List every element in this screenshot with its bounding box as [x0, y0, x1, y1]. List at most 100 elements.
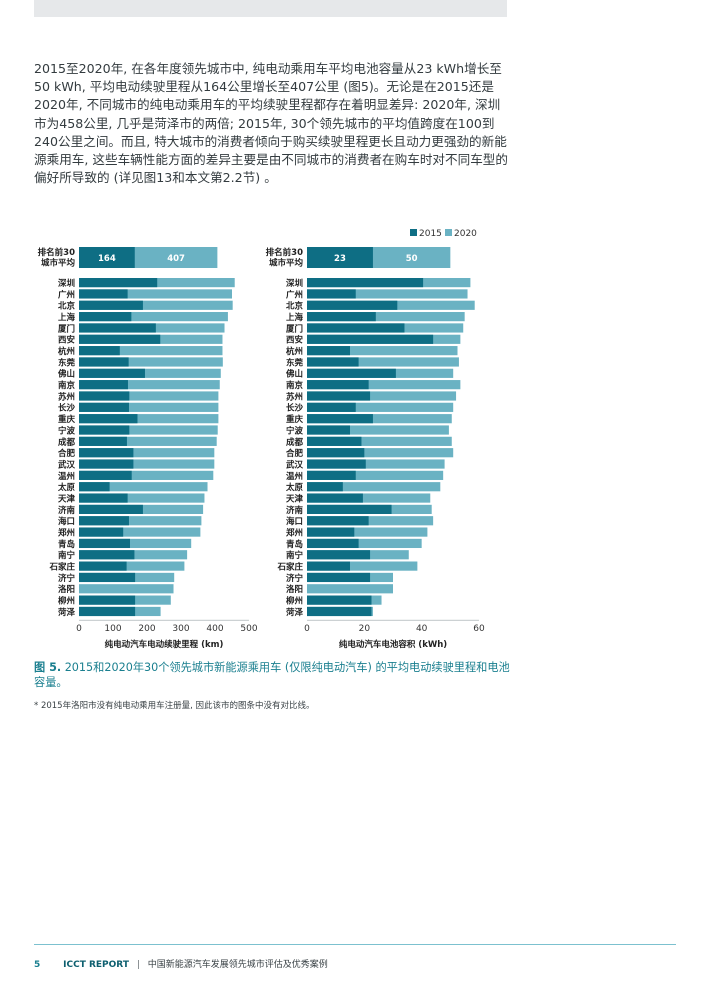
range-bar-2015: [79, 595, 136, 605]
battery-bar-2020: [307, 459, 445, 469]
range-bar-2020: [79, 527, 201, 537]
range-city-label: 佛山: [57, 369, 75, 380]
footnote: * 2015年洛阳市没有纯电动乘用车注册量, 因此该市的图条中没有对比线。: [34, 701, 315, 711]
battery-city-label: 佛山: [285, 369, 303, 380]
range-avg-label-2020: 407: [167, 254, 185, 264]
body-paragraph: 2015至2020年, 在各年度领先城市中, 纯电动乘用车平均电池容量从23 k…: [34, 61, 508, 186]
range-bar-2020: [79, 448, 215, 458]
range-bar-2020: [79, 402, 219, 412]
battery-city-label: 宁波: [286, 425, 304, 436]
range-city-label: 重庆: [58, 414, 76, 425]
battery-city-label: 南京: [286, 380, 304, 391]
report-title: 中国新能源汽车发展领先城市评估及优秀案例: [147, 960, 328, 970]
range-city-label: 济宁: [58, 573, 76, 584]
battery-bar-2020: [307, 482, 441, 492]
battery-city-label: 武汉: [286, 459, 304, 470]
range-city-label: 柳州: [58, 596, 75, 607]
range-city-label: 郑州: [58, 527, 75, 538]
battery-city-label: 苏州: [286, 391, 303, 402]
range-city-label: 济南: [58, 505, 76, 516]
battery-city-label: 厦门: [286, 323, 303, 334]
battery-city-label: 成都: [286, 437, 304, 448]
battery-bar-2020: [307, 380, 461, 390]
range-avg-label-line1: 排名前30: [38, 247, 75, 258]
battery-x-tick-label: 60: [473, 624, 485, 634]
battery-city-label: 洛阳: [286, 584, 303, 595]
battery-bar-2020: [307, 516, 434, 526]
battery-city-label: 天津: [286, 493, 304, 504]
range-city-label: 北京: [58, 301, 76, 312]
range-city-label: 杭州: [58, 346, 75, 357]
battery-city-label: 菏泽: [286, 607, 304, 618]
range-city-label: 洛阳: [58, 584, 75, 595]
range-bar-2015: [79, 561, 127, 571]
range-bar-2020: [79, 436, 217, 446]
battery-city-label: 青岛: [286, 539, 303, 550]
range-city-label: 上海: [58, 312, 76, 323]
battery-bar-2020: [307, 538, 422, 549]
range-bar-2020: [79, 584, 174, 594]
battery-bar-2015: [307, 402, 356, 412]
battery-bar-2015: [307, 312, 376, 322]
battery-bar-2020: [307, 346, 458, 356]
battery-city-label: 北京: [286, 301, 304, 312]
range-bar-2015: [79, 334, 161, 344]
footer-divider: [34, 944, 676, 945]
range-bar-2015: [79, 493, 128, 503]
battery-bar-2020: [307, 493, 431, 503]
battery-city-label: 海口: [286, 516, 303, 527]
range-bar-2015: [79, 470, 132, 480]
battery-avg-label-2015: 23: [334, 254, 346, 264]
range-bar-2015: [79, 572, 136, 583]
battery-city-label: 济南: [286, 505, 304, 516]
range-city-label: 海口: [58, 516, 75, 527]
battery-bar-2015: [307, 538, 359, 549]
battery-bar-2015: [307, 470, 356, 480]
range-city-label: 长沙: [58, 403, 76, 414]
battery-bar-2015: [307, 550, 371, 560]
range-city-label: 菏泽: [58, 607, 76, 618]
battery-city-label: 郑州: [286, 527, 303, 538]
range-city-label: 石家庄: [48, 562, 75, 573]
battery-avg-label-2020: 50: [406, 254, 418, 264]
range-bar-2020: [79, 516, 202, 526]
range-bar-2015: [79, 527, 124, 537]
range-bar-2015: [79, 425, 130, 435]
range-x-tick-label: 300: [172, 624, 189, 634]
range-bar-2020: [79, 391, 219, 401]
battery-bar-2020: [307, 448, 454, 458]
range-bar-2015: [79, 368, 145, 378]
range-bar-2015: [79, 391, 130, 401]
battery-bar-2015: [307, 323, 405, 333]
battery-x-axis-title: 纯电动汽车电池容积 (kWh): [339, 639, 447, 650]
range-city-label: 太原: [57, 482, 76, 493]
battery-x-tick-label: 20: [359, 624, 371, 634]
figure-caption: 图 5. 2015和2020年30个领先城市新能源乘用车 (仅限纯电动汽车) 的…: [34, 660, 514, 690]
range-bar-2015: [79, 459, 134, 469]
range-bar-2015: [79, 289, 128, 299]
battery-avg-label-line1: 排名前30: [266, 247, 303, 258]
battery-city-label: 石家庄: [276, 562, 303, 573]
battery-bar-2015: [307, 334, 434, 344]
battery-bar-2015: [307, 482, 343, 492]
battery-city-label: 长沙: [286, 403, 304, 414]
page-number: 5: [34, 960, 41, 970]
battery-bar-2015: [307, 527, 355, 537]
battery-bar-2020: [307, 312, 465, 322]
figure-caption-text: 2015和2020年30个领先城市新能源乘用车 (仅限纯电动汽车) 的平均电动续…: [34, 661, 510, 689]
range-bar-2020: [79, 538, 192, 549]
range-city-label: 天津: [58, 493, 76, 504]
range-bar-2015: [79, 402, 129, 412]
battery-bar-2020: [307, 527, 428, 537]
range-city-label: 成都: [58, 437, 76, 448]
range-avg-bar-2015: [79, 247, 135, 268]
battery-city-label: 深圳: [286, 278, 303, 289]
battery-bar-2015: [307, 493, 363, 503]
battery-city-label: 西安: [286, 335, 304, 346]
range-bar-2015: [79, 504, 143, 514]
battery-bar-2020: [307, 289, 468, 299]
range-bar-2020: [79, 380, 220, 390]
battery-city-label: 南宁: [286, 550, 304, 561]
range-bar-2015: [79, 550, 135, 560]
range-bar-2020: [79, 561, 185, 571]
